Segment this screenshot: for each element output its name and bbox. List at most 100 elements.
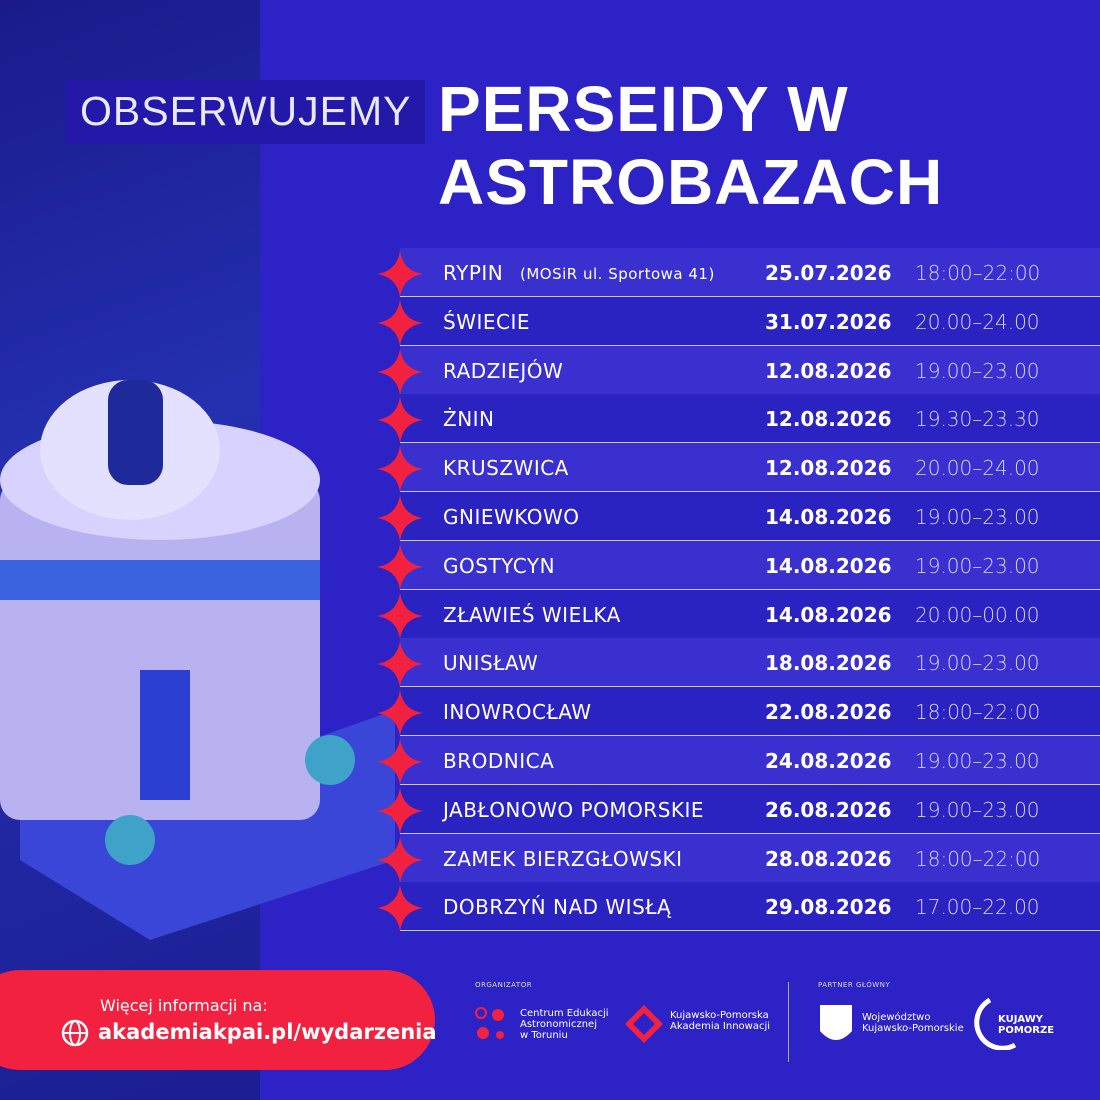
time: 19.00–23.00 — [915, 749, 1040, 773]
date: 12.08.2026 — [765, 456, 892, 481]
date: 29.08.2026 — [765, 895, 892, 920]
star-bullet — [377, 397, 423, 444]
schedule-row: ŻNIN 12.08.2026 19.30–23.30 — [400, 394, 1100, 444]
time: 19.00–23.00 — [915, 797, 1040, 822]
star-bullet — [377, 348, 423, 395]
date: 12.08.2026 — [765, 407, 892, 432]
time: 20.00–24.00 — [915, 309, 1040, 334]
place: KRUSZWICA — [443, 456, 569, 481]
star-bullet — [377, 690, 423, 737]
time: 19.30–23.30 — [915, 407, 1040, 432]
organizer: Centrum Edukacji Astronomicznej w Toruniu — [520, 1008, 609, 1041]
place: DOBRZYŃ NAD WISŁĄ — [443, 895, 672, 920]
schedule-row: KRUSZWICA 12.08.2026 20.00–24.00 — [400, 443, 1100, 493]
globe-icon — [61, 1019, 89, 1047]
logo-text-line: Kujawsko-Pomorskie — [862, 1023, 964, 1034]
place: INOWROCŁAW — [443, 700, 592, 725]
date: 28.08.2026 — [765, 846, 892, 871]
logo-text-line: w Toruniu — [520, 1030, 568, 1041]
date: 12.08.2026 — [765, 358, 892, 383]
place: GNIEWKOWO — [443, 505, 580, 529]
star-bullet — [377, 885, 423, 932]
place-note: (MOSiR ul. Sportowa 41) — [520, 265, 715, 283]
star-bullet — [377, 836, 423, 883]
partner-label: PARTNER GŁÓWNY — [818, 981, 891, 989]
time: 18:00–22:00 — [915, 700, 1041, 725]
date: 22.08.2026 — [765, 700, 892, 725]
time: 19.00–23.00 — [915, 651, 1040, 676]
star-bullet — [377, 495, 423, 541]
place: ŚWIECIE — [443, 309, 531, 334]
logo-text-line: Centrum Edukacji — [520, 1008, 609, 1019]
star-bullet — [377, 446, 423, 493]
schedule-row: BRODNICA 24.08.2026 19.00–23.00 — [400, 736, 1100, 785]
date: 14.08.2026 — [765, 553, 892, 578]
place: RADZIEJÓW — [443, 358, 564, 383]
schedule-row: INOWROCŁAW 22.08.2026 18:00–22:00 — [400, 687, 1100, 737]
schedule-row: RYPIN (MOSiR ul. Sportowa 41) 25.07.2026 18… — [400, 248, 1100, 297]
time: 20.00–24.00 — [915, 456, 1040, 481]
schedule-row: ŚWIECIE 31.07.2026 20.00–24.00 — [400, 296, 1100, 346]
time: 19.00–23.00 — [915, 358, 1040, 383]
schedule-row: JABŁONOWO POMORSKIE 26.08.2026 19.00–23.00 — [400, 784, 1100, 834]
date: 14.08.2026 — [765, 505, 892, 529]
logo-icon — [475, 1007, 504, 1039]
date: 25.07.2026 — [765, 261, 892, 285]
observatory-illustration — [0, 380, 395, 940]
star-bullet — [377, 739, 423, 785]
schedule-row: ZAMEK BIERZGŁOWSKI 28.08.2026 18:00–22:00 — [400, 833, 1100, 883]
star-bullet — [377, 787, 423, 834]
logo-text-line: Akademia Innowacji — [670, 1021, 771, 1032]
star-bullet — [377, 299, 423, 346]
kujawy-logo — [974, 997, 1017, 1050]
logo-text-line: POMORZE — [998, 1025, 1055, 1036]
star-bullet — [377, 543, 423, 590]
place: ŻNIN — [443, 407, 495, 432]
place: JABŁONOWO POMORSKIE — [443, 797, 705, 822]
date: 26.08.2026 — [765, 797, 892, 822]
prefix: OBSERWUJEMY — [80, 88, 412, 134]
time: 18:00–22:00 — [915, 846, 1041, 871]
place: RYPIN — [443, 261, 504, 285]
star-bullet — [377, 641, 423, 688]
schedule-row: ZŁAWIEŚ WIELKA 14.08.2026 20.00–00.00 — [400, 589, 1100, 639]
date: 24.08.2026 — [765, 749, 892, 773]
date: 18.08.2026 — [765, 651, 892, 676]
date: 31.07.2026 — [765, 309, 892, 334]
schedule-row: DOBRZYŃ NAD WISŁĄ 29.08.2026 17.00–22.00 — [400, 882, 1100, 932]
schedule-row: GNIEWKOWO 14.08.2026 19.00–23.00 — [400, 492, 1100, 541]
time: 18:00–22:00 — [915, 261, 1041, 285]
link[interactable]: akademiakpai.pl/wydarzenia — [98, 1020, 437, 1044]
place: BRODNICA — [443, 749, 555, 773]
place: ZŁAWIEŚ WIELKA — [443, 602, 621, 627]
place: UNISŁAW — [443, 651, 539, 676]
logo-text-line: KUJAWY — [998, 1014, 1043, 1025]
organizer-label: ORGANIZATOR — [475, 981, 533, 989]
time: 19.00–23.00 — [915, 553, 1040, 578]
logo-text-line: Kujawsko-Pomorska — [670, 1010, 769, 1021]
star-bullet — [377, 592, 423, 639]
title: PERSEIDY W — [438, 73, 849, 145]
title: ASTROBAZACH — [438, 146, 944, 218]
time: 20.00–00.00 — [915, 602, 1040, 627]
info-label: Więcej informacji na: — [100, 996, 268, 1015]
logo-text-line: Województwo — [862, 1012, 931, 1023]
partner: KUJAWY POMORZE — [998, 1014, 1054, 1036]
time: 17.00–22.00 — [915, 895, 1040, 920]
divider — [788, 982, 789, 1062]
place: GOSTYCYN — [443, 553, 556, 578]
schedule-row: UNISŁAW 18.08.2026 19.00–23.00 — [400, 638, 1100, 688]
schedule-row: RADZIEJÓW 12.08.2026 19.00–23.00 — [400, 345, 1100, 395]
partner: Województwo Kujawsko-Pomorskie — [862, 1012, 964, 1034]
prefix-box — [65, 80, 425, 144]
coat-of-arms — [820, 1005, 852, 1040]
place: ZAMEK BIERZGŁOWSKI — [443, 846, 683, 871]
time: 19.00–23.00 — [915, 505, 1040, 529]
star-bullet — [377, 251, 423, 297]
organizer: Kujawsko-Pomorska Akademia Innowacji — [670, 1010, 770, 1032]
schedule-row: GOSTYCYN 14.08.2026 19.00–23.00 — [400, 540, 1100, 590]
logo-icon — [625, 1005, 663, 1043]
logo-text-line: Astronomicznej — [520, 1019, 597, 1030]
date: 14.08.2026 — [765, 602, 892, 627]
